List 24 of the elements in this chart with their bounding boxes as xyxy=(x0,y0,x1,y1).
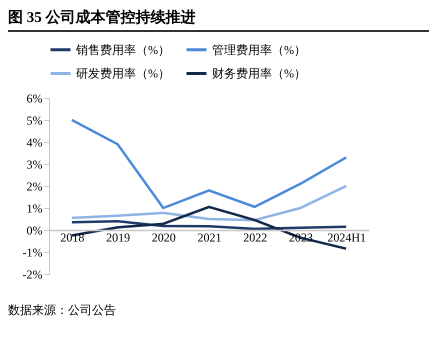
x-tick-label: 2020 xyxy=(152,230,176,244)
y-tick-label: 4% xyxy=(26,136,42,150)
legend-label: 管理费用率（%） xyxy=(212,42,306,57)
y-tick-label: 3% xyxy=(26,158,42,172)
x-tick-label: 2018 xyxy=(60,230,84,244)
y-tick-label: 1% xyxy=(26,202,42,216)
line-series xyxy=(70,220,348,230)
x-tick-label: 2019 xyxy=(106,230,130,244)
legend-label: 销售费用率（%） xyxy=(75,42,170,57)
y-tick-label: -1% xyxy=(22,246,42,260)
y-tick-label: 5% xyxy=(26,114,42,128)
y-tick-label: 2% xyxy=(26,180,42,194)
x-tick-label: 2024H1 xyxy=(327,230,366,244)
legend-label: 研发费用率（%） xyxy=(76,66,170,80)
line-series xyxy=(70,184,348,222)
y-tick-label: 6% xyxy=(26,92,42,106)
legend-label: 财务费用率（%） xyxy=(212,66,306,80)
chart-title: 图 35 公司成本管控持续推进 xyxy=(8,8,429,32)
y-tick-label: -2% xyxy=(22,268,42,282)
line-series xyxy=(70,118,348,210)
x-tick-label: 2022 xyxy=(243,230,268,244)
y-tick-label: 0% xyxy=(26,224,42,238)
x-tick-label: 2021 xyxy=(198,230,222,244)
source-note: 数据来源：公司公告 xyxy=(8,302,117,319)
